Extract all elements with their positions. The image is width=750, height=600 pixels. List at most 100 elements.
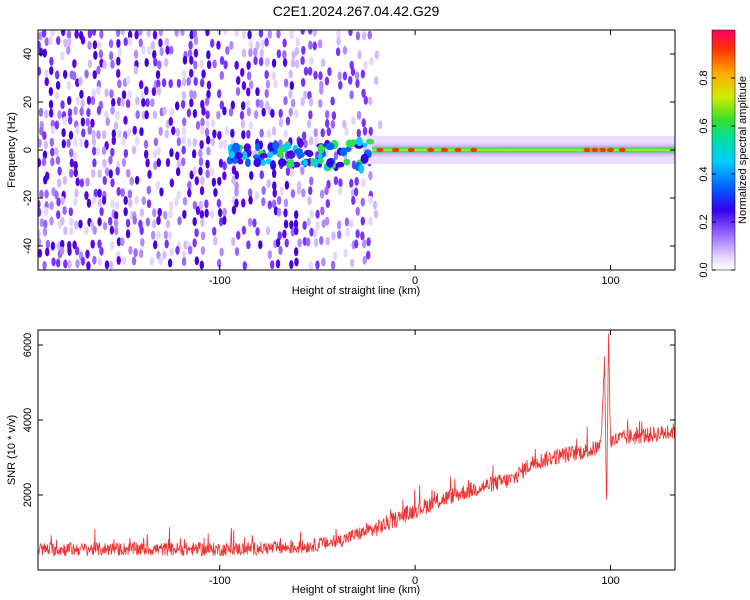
spectrogram-cell <box>41 30 47 38</box>
hot-spot <box>376 147 384 153</box>
spectrogram-cell <box>116 97 122 107</box>
spectrogram-cell <box>176 137 182 147</box>
spectrogram-cell <box>231 175 236 185</box>
spectrogram-cell <box>236 230 241 240</box>
spectrogram-cell <box>168 116 173 126</box>
spectrogram-cell <box>313 128 318 138</box>
spectrogram-cell <box>54 90 60 100</box>
spectrogram-cell <box>49 137 55 147</box>
spectrogram-cell <box>217 208 223 218</box>
spectrogram-cell <box>73 151 78 161</box>
spectrogram-cell <box>187 188 192 198</box>
spectrogram-cell <box>355 31 361 41</box>
spectrogram-cell <box>294 210 299 220</box>
spectrogram-cell <box>156 216 161 226</box>
spectrogram-cell <box>54 146 59 156</box>
spectrogram-cell <box>254 110 259 120</box>
spectrogram-cell <box>55 155 61 165</box>
spectrogram-cell <box>158 126 163 136</box>
spectrogram-cell <box>95 147 101 157</box>
spectrogram-cell <box>80 99 85 109</box>
colorbar-tick-label: 0.4 <box>698 166 710 181</box>
spectrogram-cell <box>259 99 264 109</box>
hot-spot <box>470 147 478 153</box>
spectrogram-cell <box>146 30 151 38</box>
spectrogram-cell <box>114 200 120 210</box>
spectrogram-cell <box>248 40 254 50</box>
spectrogram-cell <box>71 71 77 81</box>
spectrogram-cell <box>60 239 65 249</box>
spectrogram-cell <box>62 175 68 185</box>
spectrogram-cell <box>325 236 330 246</box>
spectrogram-cell <box>78 76 83 86</box>
spectrogram-cell <box>192 165 197 175</box>
spectrogram-cell <box>267 30 273 39</box>
spectrogram-cell <box>284 180 290 190</box>
spectrogram-cell <box>368 195 373 205</box>
spectrogram-cell <box>110 105 115 115</box>
spectrogram-cell <box>110 240 115 250</box>
spectrogram-cell <box>48 36 53 46</box>
spectrogram-cell <box>74 30 79 39</box>
spectrogram-cell <box>248 121 253 131</box>
spectrogram-cell <box>121 136 126 146</box>
spectrogram-cell <box>117 79 122 89</box>
spectrogram-cell <box>258 240 263 250</box>
spectrogram-cell <box>92 158 97 168</box>
spectrogram-cell <box>241 30 247 40</box>
spectrogram-cell <box>361 88 366 98</box>
y-tick-label: 40 <box>22 48 34 60</box>
spectrogram-cell <box>361 31 367 41</box>
spectrogram-cell <box>265 57 270 67</box>
spectrogram-cell <box>150 98 155 108</box>
spectrogram-cell <box>277 158 287 167</box>
spectrogram-cell <box>133 248 138 258</box>
spectrogram-cell <box>113 211 119 221</box>
spectrogram-cell <box>162 210 168 220</box>
spectrogram-cell <box>324 216 330 226</box>
spectrogram-cell <box>63 226 68 236</box>
spectrogram-cell <box>296 185 302 195</box>
spectrogram-cell <box>156 86 162 96</box>
spectrogram-cell <box>261 107 266 117</box>
spectrogram-cell <box>278 108 283 118</box>
spectrogram-cell <box>219 247 224 257</box>
spectrogram-cell <box>44 206 49 216</box>
spectrogram-cell <box>210 137 216 147</box>
spectrogram-cell <box>365 138 375 145</box>
spectrogram-cell <box>169 148 174 158</box>
spectrogram-cell <box>270 160 277 171</box>
snr-axes: -100 0 100 2000 4000 6000 <box>22 330 675 587</box>
spectrogram-cell <box>91 88 97 98</box>
spectrogram-cell <box>93 188 98 198</box>
spectrogram-cell <box>38 199 41 209</box>
spectrogram-cell <box>121 90 127 100</box>
spectrogram-cell <box>127 37 133 47</box>
spectrogram-cell <box>283 198 289 208</box>
spectrogram-cell <box>264 88 269 98</box>
spectrogram-cell <box>313 229 318 239</box>
spectrogram-cell <box>131 256 137 266</box>
spectrogram-cell <box>289 260 294 270</box>
spectrogram-cell <box>324 118 330 128</box>
spectrogram-cell <box>189 68 194 78</box>
x-tick-label: 100 <box>601 575 619 587</box>
spectrogram-cell <box>168 201 174 211</box>
colorbar-label: Normalized spectral amplitude <box>737 76 749 224</box>
spectrogram-cell <box>90 96 96 106</box>
spectrogram-cell <box>318 71 323 81</box>
spectrogram-cell <box>234 60 239 70</box>
spectrogram-cell <box>187 48 193 58</box>
spectrogram-cell <box>60 30 66 37</box>
spectrogram-cell <box>158 30 163 37</box>
spectrogram-cell <box>92 255 97 265</box>
hot-spot <box>583 147 591 153</box>
spectrogram-cell <box>44 77 49 87</box>
spectrogram-cell <box>67 96 72 106</box>
spectrogram-cell <box>283 208 288 218</box>
spectrogram-cell <box>309 176 314 186</box>
spectrogram-cell <box>156 146 161 156</box>
spectrogram-cell <box>132 215 137 225</box>
spectrogram-cell <box>342 71 348 81</box>
hot-spot <box>599 147 607 153</box>
